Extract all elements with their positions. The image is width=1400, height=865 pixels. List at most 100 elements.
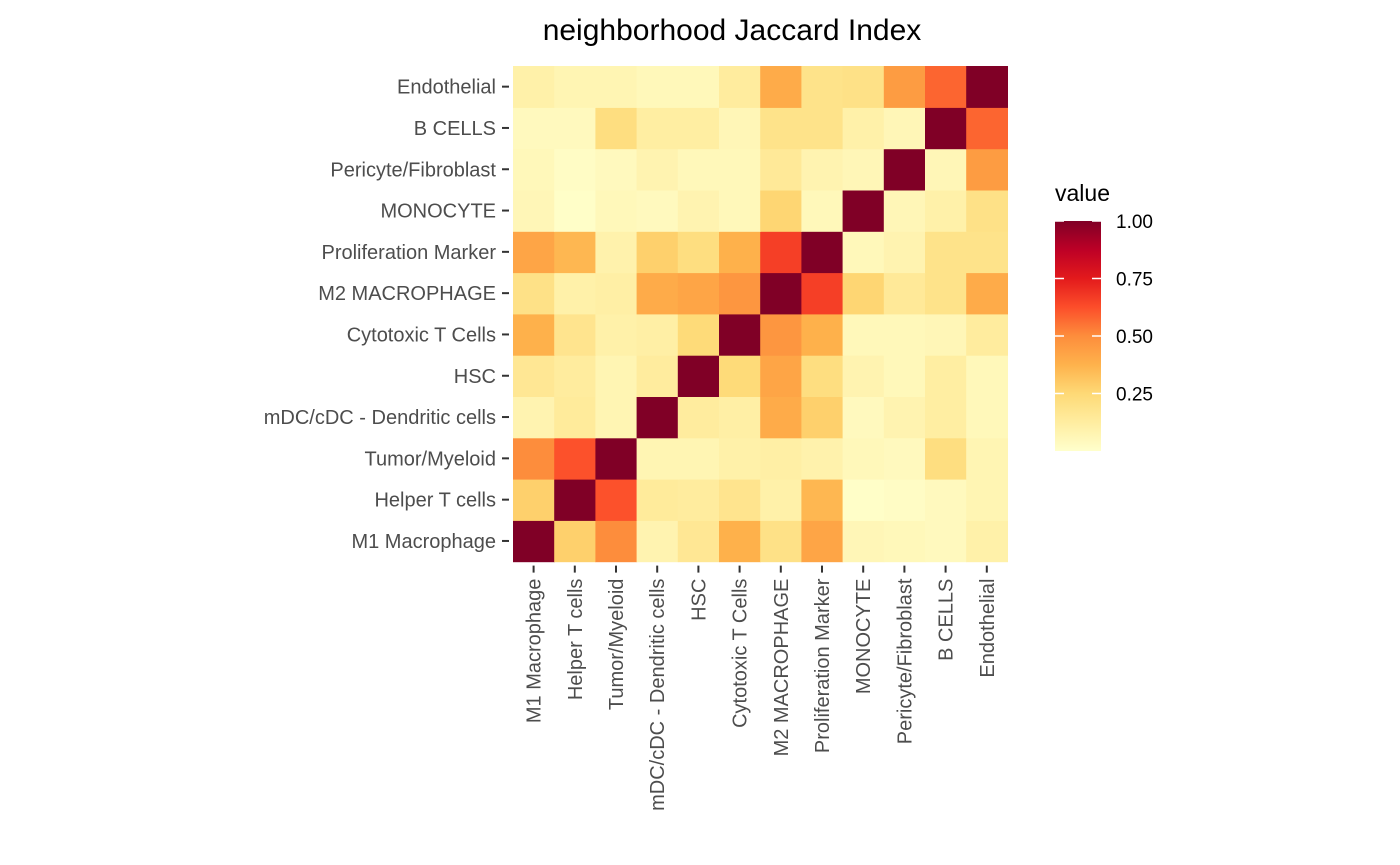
heatmap-cell [677,437,720,480]
heatmap-cell [719,313,761,356]
y-tick-label: Helper T cells [374,490,496,512]
heatmap-cell [925,313,967,356]
heatmap-cell [966,313,1008,356]
heatmap-cell [801,189,844,232]
heatmap-cell [595,231,638,274]
heatmap-cell [842,189,885,232]
heatmap-cell [925,66,967,108]
x-tick-label: M2 MACROPHAGE [771,579,793,757]
heatmap-cell [554,189,596,232]
heatmap-cell [719,66,761,108]
heatmap-cell [513,231,555,274]
heatmap-cell [842,437,885,480]
heatmap-cell [719,231,761,274]
heatmap-cell [966,479,1008,521]
heatmap-cell [883,231,926,274]
heatmap-cell [966,231,1008,274]
heatmap-cell [842,107,885,150]
heatmap-cell [636,148,679,191]
y-tick-label: Cytotoxic T Cells [347,324,496,346]
heatmap-cell [966,520,1008,563]
heatmap-cell [719,148,761,191]
heatmap-cell [595,107,638,150]
x-tick-label: B CELLS [936,579,958,661]
heatmap-cell [966,355,1008,397]
heatmap-cell [677,479,720,521]
heatmap-cell [513,107,555,150]
heatmap-cell [966,396,1008,439]
heatmap-cell [719,107,761,150]
heatmap-cell [513,479,555,521]
heatmap-cell [595,396,638,439]
heatmap-cell [677,355,720,397]
heatmap-cell [966,437,1008,480]
x-tick-label: Helper T cells [565,579,587,701]
heatmap-cell [636,520,679,563]
heatmap-cell [925,107,967,150]
x-tick-label: MONOCYTE [853,579,875,695]
heatmap-cell [636,66,679,108]
heatmap-cell [677,189,720,232]
x-tick-label: Cytotoxic T Cells [730,579,752,728]
legend-tick-label: 0.75 [1116,270,1153,291]
y-tick-label: MONOCYTE [380,201,496,223]
heatmap-cell [513,66,555,108]
heatmap-cell [925,231,967,274]
heatmap-cell [636,396,679,439]
heatmap-cell [595,313,638,356]
heatmap-cell [719,272,761,315]
heatmap-cell [513,520,555,563]
y-tick-label: M2 MACROPHAGE [318,283,496,305]
heatmap-cell [801,355,844,397]
heatmap-cell [801,479,844,521]
heatmap-cell [760,520,802,563]
heatmap-cell [636,272,679,315]
heatmap-cell [554,148,596,191]
heatmap-cell [883,479,926,521]
heatmap-cell [760,355,802,397]
heatmap-cell [595,189,638,232]
heatmap-cell [513,148,555,191]
heatmap-cell [677,148,720,191]
heatmap-cell [842,272,885,315]
heatmap-cell [636,231,679,274]
legend: value 1.00 0.75 0.50 0.25 [1055,180,1153,451]
heatmap-cell [760,396,802,439]
heatmap-cell [595,148,638,191]
x-tick-label: Pericyte/Fibroblast [894,578,916,744]
heatmap-cell [760,313,802,356]
legend-title: value [1055,180,1110,206]
heatmap-cell [513,272,555,315]
heatmap-cell [677,107,720,150]
x-axis: M1 Macrophage Helper T cells Tumor/Myeloid… [524,565,999,811]
heatmap-cell [513,396,555,439]
heatmap-cell [842,479,885,521]
heatmap-cell [925,148,967,191]
x-tick-label: Proliferation Marker [812,578,834,753]
heatmap-cell [925,355,967,397]
heatmap-cell [677,313,720,356]
heatmap-cell [554,520,596,563]
heatmap-cell [554,231,596,274]
y-axis: M1 Macrophage Helper T cells Tumor/Myeloid… [264,77,509,553]
heatmap-cell [883,313,926,356]
heatmap-cell [595,479,638,521]
heatmap-cell [677,396,720,439]
heatmap-cell [883,396,926,439]
heatmap-cell [801,66,844,108]
heatmap-cell [595,437,638,480]
heatmap-cell [719,355,761,397]
heatmap-cell [595,520,638,563]
y-tick-label: Endothelial [397,77,496,99]
heatmap-cell [966,107,1008,150]
heatmap-cell [636,355,679,397]
heatmap-cell [554,107,596,150]
heatmap-cell [966,66,1008,108]
heatmap-cell [760,231,802,274]
heatmap-cell [719,479,761,521]
heatmap-cell [554,66,596,108]
heatmap-cell [719,189,761,232]
heatmap-cell [636,189,679,232]
heatmap-cell [677,272,720,315]
